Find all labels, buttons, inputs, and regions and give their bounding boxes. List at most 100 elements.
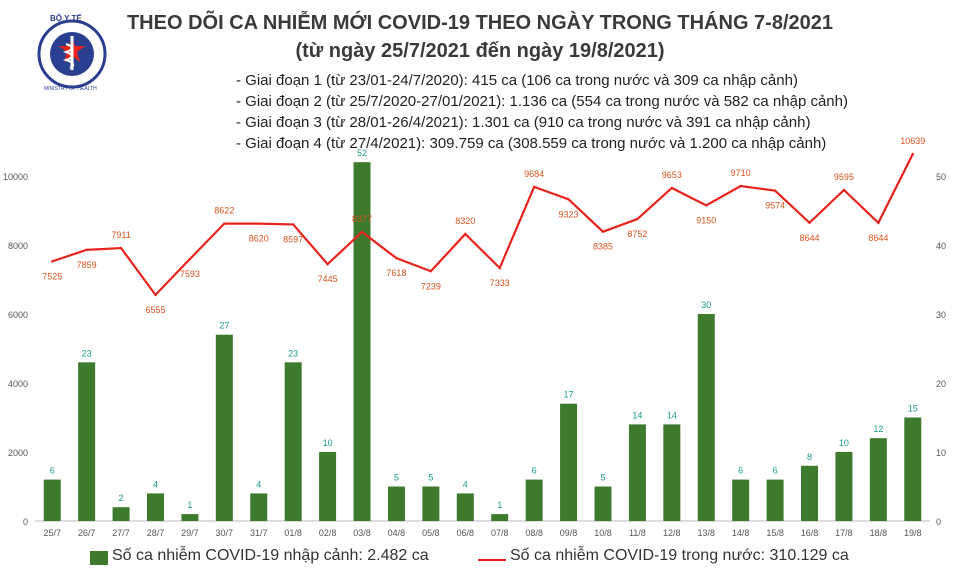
phase-summary: - Giai đoạn 1 (từ 23/01-24/7/2020): 415 … xyxy=(236,70,848,154)
legend: Số ca nhiễm COVID-19 nhập cảnh: 2.482 ca… xyxy=(0,543,960,573)
logo-text: BỘ Y TẾ xyxy=(50,14,82,23)
line-point xyxy=(326,262,329,266)
line-value-label: 9710 xyxy=(731,168,751,178)
bar xyxy=(594,486,612,521)
line-point xyxy=(85,248,88,252)
x-axis-tick-label: 27/7 xyxy=(112,528,130,538)
bar-value-label: 14 xyxy=(667,410,677,420)
x-axis-tick-label: 17/8 xyxy=(835,528,853,538)
x-axis-tick-label: 10/8 xyxy=(594,528,612,538)
chart-title: THEO DÕI CA NHIỄM MỚI COVID-19 THEO NGÀY… xyxy=(126,12,834,34)
left-axis-tick-label: 0 xyxy=(23,517,28,527)
bar-value-label: 4 xyxy=(153,479,158,489)
left-axis-tick-label: 4000 xyxy=(8,379,28,389)
left-axis-tick-label: 8000 xyxy=(8,241,28,251)
left-axis-tick-label: 2000 xyxy=(8,448,28,458)
bar xyxy=(697,314,715,521)
line-value-label: 7911 xyxy=(111,230,130,240)
bar-value-label: 5 xyxy=(428,473,433,483)
bar-value-label: 8 xyxy=(807,452,812,462)
x-axis-tick-label: 28/7 xyxy=(147,528,165,538)
legend-bar-label: Số ca nhiễm COVID-19 nhập cảnh: 2.482 ca xyxy=(112,547,429,564)
bar xyxy=(560,403,578,521)
line-value-label: 9653 xyxy=(662,170,682,180)
bar-value-label: 5 xyxy=(394,473,399,483)
line-point xyxy=(739,184,742,188)
x-axis-tick-label: 13/8 xyxy=(697,528,715,538)
bar-value-label: 27 xyxy=(219,321,229,331)
x-axis-tick-label: 12/8 xyxy=(663,528,681,538)
bar-value-label: 4 xyxy=(463,479,468,489)
line-value-label: 9684 xyxy=(524,169,544,179)
line-value-label: 9574 xyxy=(765,201,785,211)
bar-value-label: 6 xyxy=(50,466,55,476)
line-value-label: 6555 xyxy=(145,305,165,315)
bar xyxy=(525,479,543,521)
phase-line: - Giai đoạn 3 (từ 28/01-26/4/2021): 1.30… xyxy=(236,114,811,131)
bar xyxy=(766,479,784,521)
line-value-label: 7445 xyxy=(318,274,338,284)
bar-value-label: 1 xyxy=(497,500,502,510)
line-value-label: 7333 xyxy=(490,278,510,288)
bar xyxy=(801,465,819,521)
line-point xyxy=(705,204,708,207)
line-value-label: 8622 xyxy=(214,206,234,216)
right-axis-tick-label: 30 xyxy=(936,310,946,320)
line-point xyxy=(360,230,364,234)
legend-bar-swatch xyxy=(90,551,108,565)
bar xyxy=(215,334,233,521)
series-line xyxy=(51,153,914,297)
x-axis-tick-label: 26/7 xyxy=(78,528,96,538)
bar xyxy=(78,362,96,521)
bar xyxy=(387,486,405,521)
bar-value-label: 12 xyxy=(873,424,883,434)
bar xyxy=(112,507,130,521)
line-value-label: 8644 xyxy=(800,233,820,243)
x-axis-tick-label: 08/8 xyxy=(525,528,543,538)
bar-value-label: 23 xyxy=(288,348,298,358)
legend-line-label: Số ca nhiễm COVID-19 trong nước: 310.129… xyxy=(510,547,849,564)
bar xyxy=(353,162,371,521)
line-value-label: 9323 xyxy=(559,209,579,219)
line-point xyxy=(498,266,501,270)
line-point xyxy=(395,256,398,260)
line-point xyxy=(429,270,433,273)
bar-value-label: 30 xyxy=(701,300,711,310)
bar xyxy=(732,479,750,521)
phase-line: - Giai đoạn 1 (từ 23/01-24/7/2020): 415 … xyxy=(236,72,798,89)
line-point xyxy=(670,186,674,190)
x-axis-tick-label: 14/8 xyxy=(732,528,750,538)
x-axis-tick-label: 18/8 xyxy=(870,528,888,538)
phase-line: - Giai đoạn 4 (từ 27/4/2021): 309.759 ca… xyxy=(236,135,827,152)
x-axis-tick-label: 25/7 xyxy=(43,528,61,538)
x-axis-tick-label: 03/8 xyxy=(353,528,371,538)
line-point xyxy=(119,246,123,250)
line-value-label: 7525 xyxy=(42,271,62,281)
line-value-label: 7618 xyxy=(386,268,406,278)
bar-value-label: 10 xyxy=(323,438,333,448)
bar-value-label: 17 xyxy=(564,390,574,400)
line-point xyxy=(636,217,639,221)
line-point xyxy=(877,221,880,224)
bar-value-label: 2 xyxy=(119,493,124,503)
bar-value-label: 23 xyxy=(82,348,92,358)
line-value-label: 7239 xyxy=(421,281,441,291)
line-point xyxy=(601,230,605,233)
ministry-of-health-logo xyxy=(37,19,107,89)
bar xyxy=(904,417,922,521)
line-value-label: 8620 xyxy=(249,234,269,244)
x-axis-tick-label: 05/8 xyxy=(422,528,440,538)
line-point xyxy=(808,221,811,224)
bar-value-label: 6 xyxy=(738,466,743,476)
bar xyxy=(250,493,268,521)
right-axis-tick-label: 10 xyxy=(936,448,946,458)
line-value-label: 9595 xyxy=(834,172,854,182)
line-value-label: 9150 xyxy=(696,215,716,225)
right-axis-tick-label: 0 xyxy=(936,517,941,527)
chart-subtitle: (từ ngày 25/7/2021 đến ngày 19/8/2021) xyxy=(295,40,665,62)
x-axis-tick-label: 30/7 xyxy=(216,528,234,538)
bar xyxy=(284,362,302,521)
left-axis-tick-label: 6000 xyxy=(8,310,28,320)
line-point xyxy=(291,223,295,226)
bar-value-label: 52 xyxy=(357,148,367,158)
